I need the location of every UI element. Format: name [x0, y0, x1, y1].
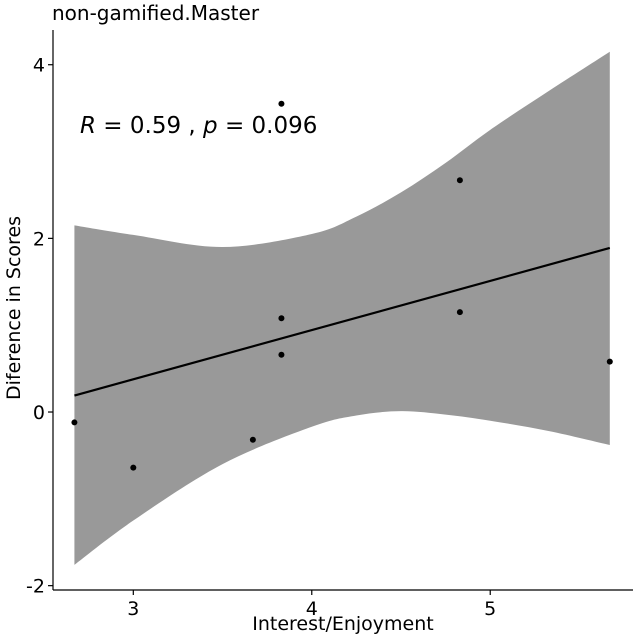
- y-tick-label: 2: [33, 228, 45, 250]
- data-point: [71, 419, 78, 426]
- y-tick-label: 0: [33, 402, 45, 424]
- regression-line: [74, 246, 611, 397]
- correlation-annotation: R = 0.59 , p = 0.096: [80, 113, 317, 139]
- data-point: [130, 464, 137, 471]
- p-symbol: p: [202, 113, 218, 139]
- data-point: [606, 358, 613, 365]
- y-axis-label: Diference in Scores: [3, 216, 25, 400]
- data-point: [278, 351, 285, 358]
- confidence-band: [74, 51, 610, 565]
- r-value: = 0.59 ,: [96, 113, 203, 139]
- x-tick-label: 5: [484, 598, 496, 620]
- data-point: [456, 309, 463, 316]
- y-tick-label: 4: [33, 55, 45, 77]
- r-symbol: R: [80, 113, 96, 139]
- x-tick-label: 4: [306, 598, 318, 620]
- axes: 3 4 5 -2 0 2 4: [26, 30, 633, 620]
- data-point: [278, 315, 285, 322]
- plot-area: [71, 51, 613, 565]
- data-point: [278, 100, 285, 107]
- x-tick-label: 3: [127, 598, 139, 620]
- p-value: = 0.096: [218, 113, 318, 139]
- x-axis-label: Interest/Enjoyment: [252, 613, 434, 635]
- data-point: [456, 177, 463, 184]
- y-tick-label: -2: [26, 576, 45, 598]
- data-point: [249, 436, 256, 443]
- chart-title: non-gamified.Master: [52, 1, 260, 25]
